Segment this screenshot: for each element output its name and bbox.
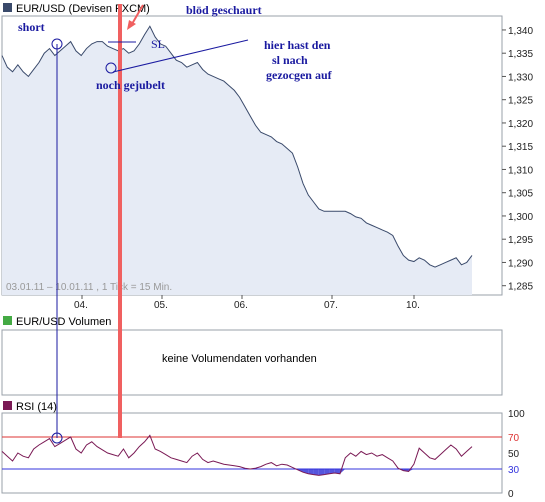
moved-sl-note-1: hier hast den [264, 38, 331, 52]
price-y-tick-label: 1,285 [508, 282, 533, 293]
rsi-y-axis: 0 30 50 70 100 [508, 409, 525, 500]
rsi-panel: RSI (14) 0 30 50 70 100 [1, 401, 525, 500]
rsi-oversold-segment [329, 469, 335, 474]
sl-note: SL [151, 37, 165, 51]
rsi-y-tick-label: 70 [508, 433, 520, 444]
rsi-oversold-segment [334, 469, 340, 474]
price-y-tick-label: 1,295 [508, 235, 533, 246]
price-panel: EUR/USD (Devisen FXCM) 1,2851,2901,2951,… [1, 3, 533, 311]
volume-plot-frame [1, 329, 503, 396]
sl-moved-line [112, 39, 249, 73]
rsi-entry-circle [51, 432, 63, 444]
price-x-axis: 04. 05. 06. 07. 10. [74, 295, 420, 311]
rsi-legend-icon [3, 401, 12, 410]
rsi-oversold-segment [318, 469, 325, 476]
volume-legend-icon [3, 316, 12, 325]
price-line [1, 25, 473, 268]
price-y-axis: 1,285 1,290 1,295 1,300 1,305 1,310 1,315 1,320… [502, 26, 533, 293]
stoploss-arrow-shaft [131, 4, 144, 25]
rsi-plot-frame [1, 412, 503, 494]
rsi-y-tick-label: 50 [508, 449, 520, 460]
volume-panel: EUR/USD Volumen keine Volumendaten vorha… [1, 316, 503, 396]
price-x-tick-label: 07. [324, 300, 338, 311]
price-y-tick-label: 1,325 [508, 96, 533, 107]
short-entry-circle [51, 38, 63, 50]
rsi-panel-title: RSI (14) [16, 401, 57, 413]
rsi-oversold-segment [313, 469, 319, 476]
price-y-tick-label: 1,315 [508, 142, 533, 153]
bad-sl-note: blöd geschaurt [186, 3, 262, 17]
price-x-tick-label: 06. [234, 300, 248, 311]
stoploss-arrow-head [127, 20, 136, 30]
timeframe-info: 03.01.11 – 10.01.11 , 1 Tick = 15 Min. [6, 282, 172, 293]
price-y-tick-label: 1,340 [508, 26, 533, 37]
volume-empty-message: keine Volumendaten vorhanden [162, 353, 317, 365]
rsi-oversold-segment [308, 469, 314, 475]
price-legend-icon [3, 3, 12, 12]
rsi-line [1, 434, 473, 476]
price-y-tick-label: 1,320 [508, 119, 533, 130]
price-x-tick-label: 05. [154, 300, 168, 311]
annotations: short blöd geschaurt SL noch gejubelt hi… [18, 3, 333, 444]
price-x-tick-label: 10. [406, 300, 420, 311]
price-y-tick-label: 1,290 [508, 258, 533, 269]
price-y-tick-label: 1,305 [508, 189, 533, 200]
cheer-note: noch gejubelt [96, 78, 165, 92]
short-note: short [18, 20, 45, 34]
rsi-y-tick-label: 100 [508, 409, 525, 420]
price-panel-title: EUR/USD (Devisen FXCM) [16, 3, 150, 15]
price-y-tick-label: 1,310 [508, 165, 533, 176]
price-x-tick-label: 04. [74, 300, 88, 311]
cheer-circle [105, 62, 117, 74]
rsi-oversold-segment [324, 469, 330, 475]
rsi-y-tick-label: 0 [508, 489, 514, 500]
moved-sl-note-2: sl nach [272, 53, 308, 67]
price-y-tick-label: 1,300 [508, 212, 533, 223]
moved-sl-note-3: gezocgen auf [266, 68, 333, 82]
rsi-y-tick-label: 30 [508, 465, 520, 476]
price-y-tick-label: 1,330 [508, 72, 533, 83]
volume-panel-title: EUR/USD Volumen [16, 316, 111, 328]
price-y-tick-label: 1,335 [508, 49, 533, 60]
